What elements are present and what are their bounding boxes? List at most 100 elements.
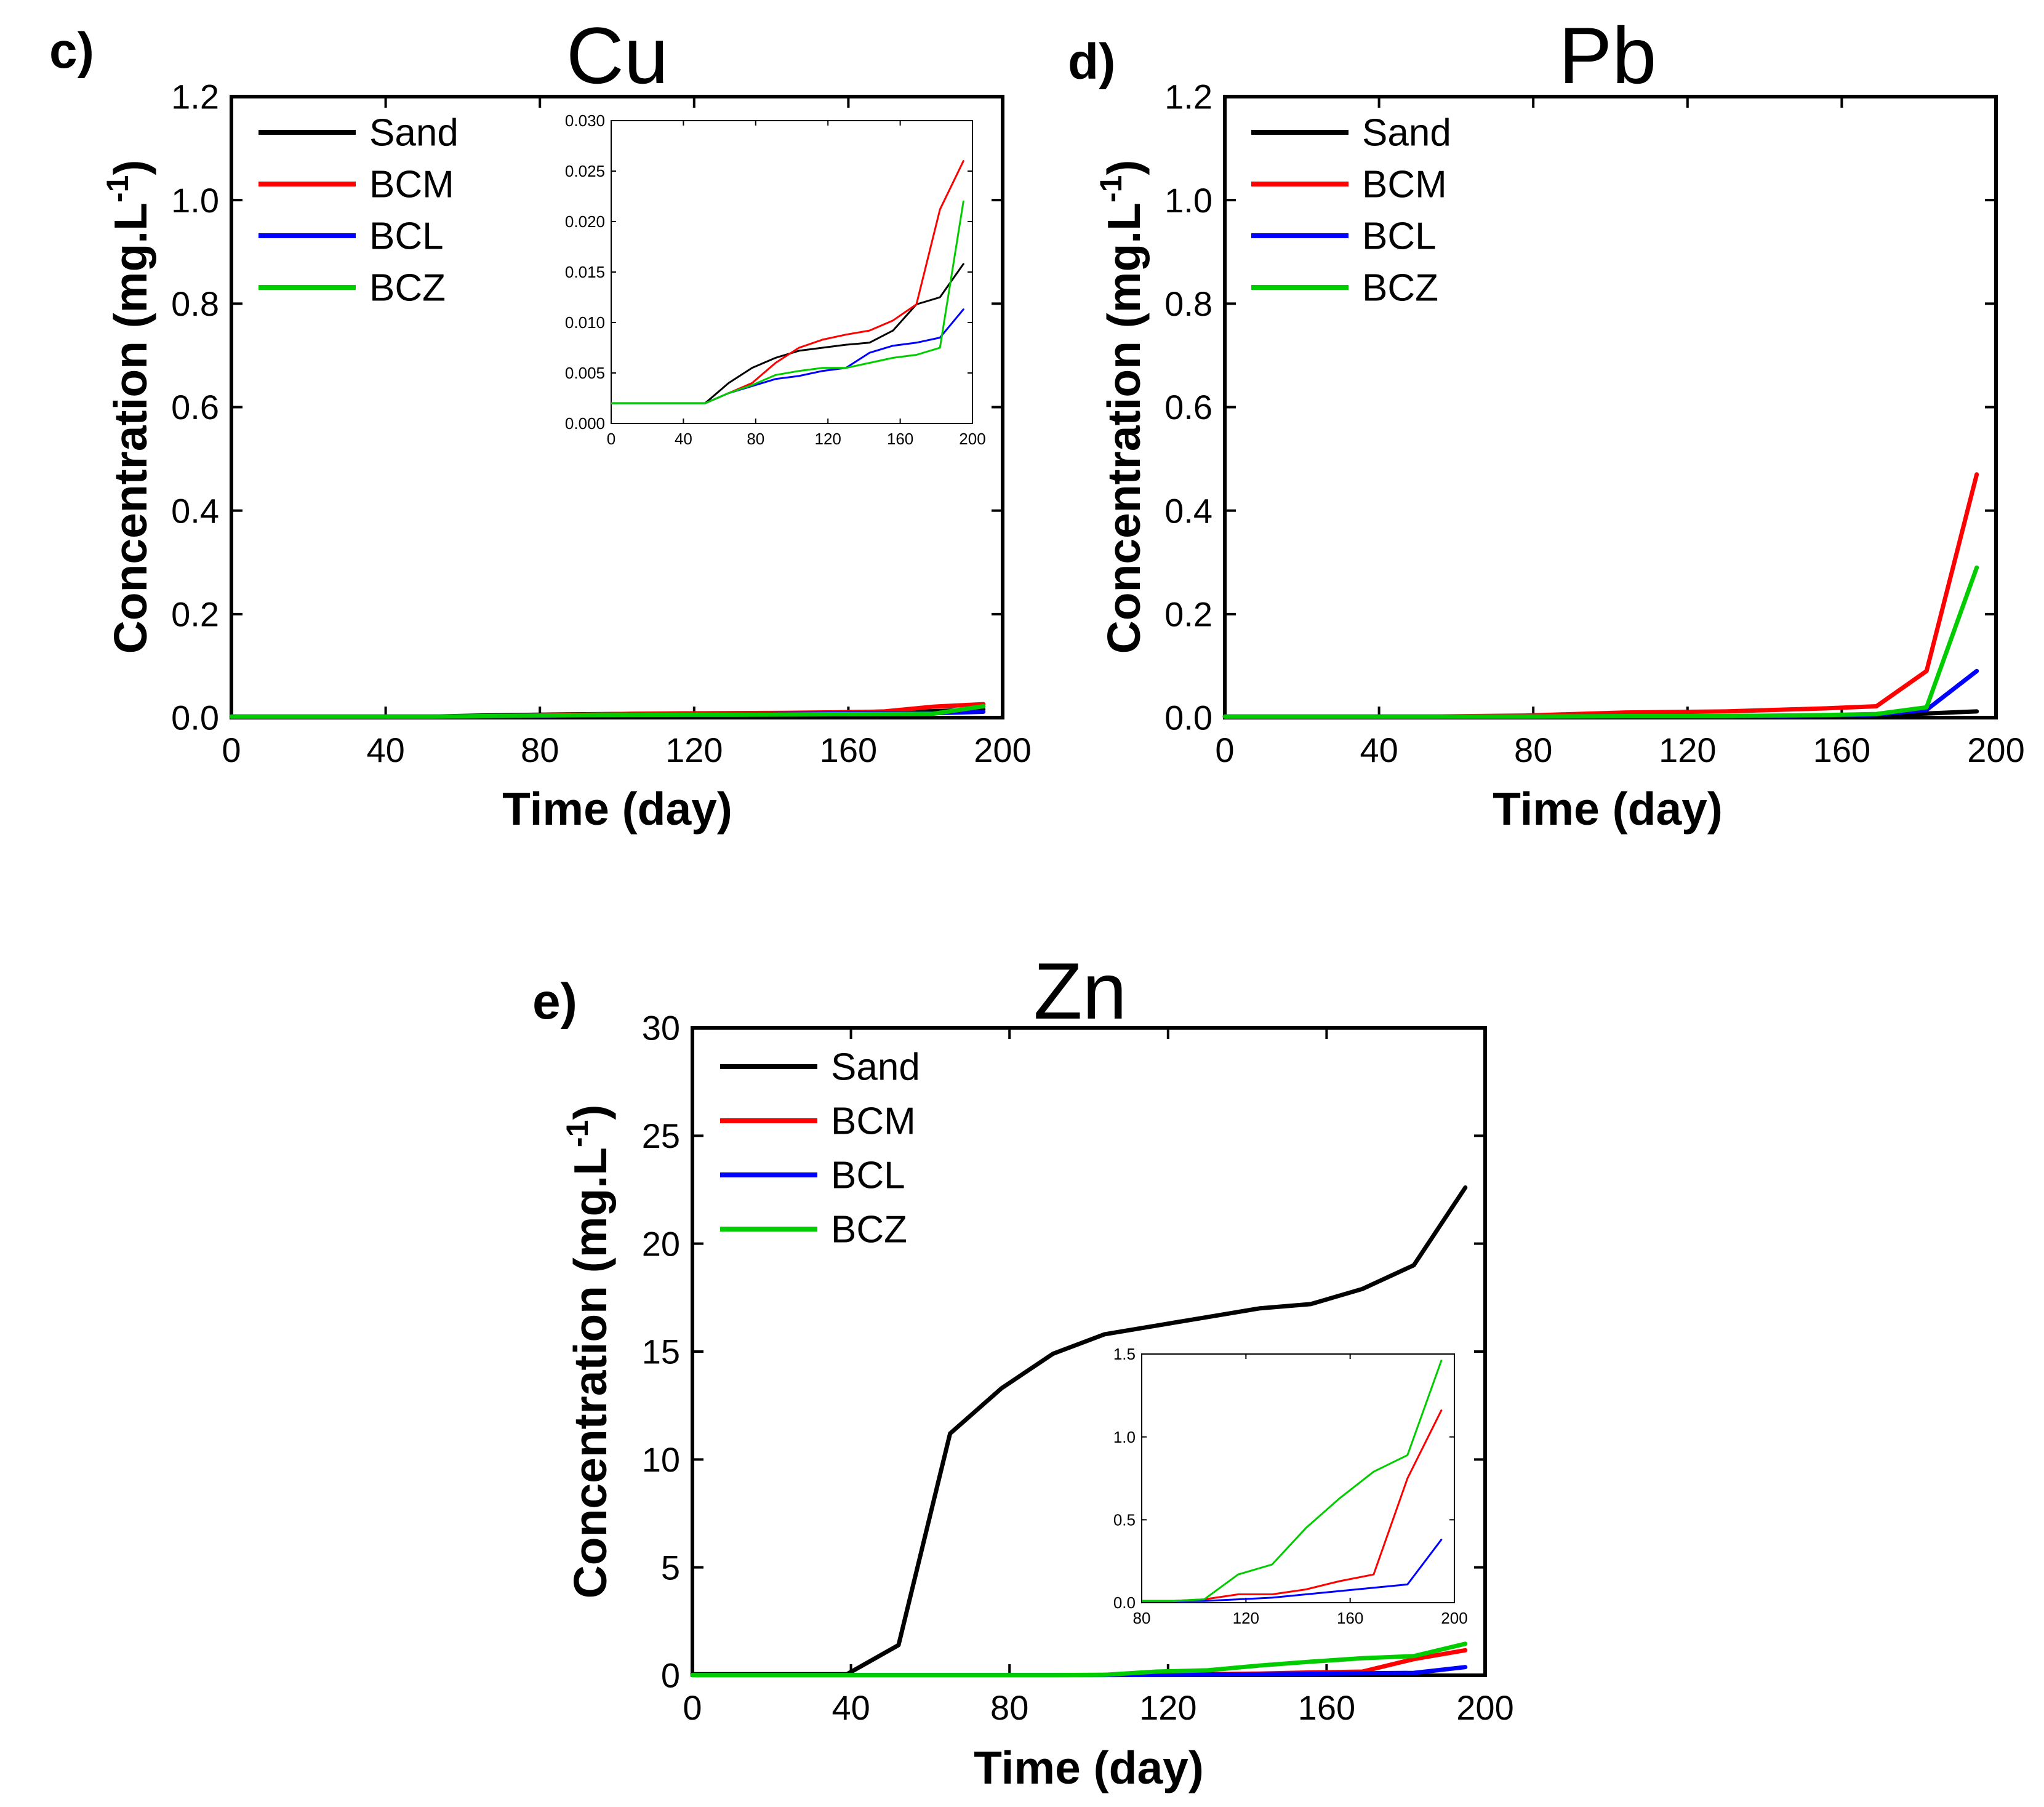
series-line-bcz [611, 200, 964, 404]
inset-y-tick-label: 0.5 [1113, 1510, 1136, 1529]
inset-cu: 0.000 0.005 0.010 0.015 0.020 0.025 0.030 0 40 8… [565, 111, 986, 448]
y-tick-label: 20 [642, 1224, 680, 1263]
inset-zn: 0.0 0.5 1.0 1.5 80 120 160 200 [1113, 1345, 1468, 1627]
y-ticks-cu: 0.0 0.2 0.4 0.6 0.8 1.0 1.2 [171, 78, 1003, 737]
series-line-bcz [690, 1641, 1468, 1678]
inset-x-tick-label: 160 [1337, 1609, 1363, 1627]
y-axis-label-close-cu: ) [105, 160, 156, 175]
y-tick-label: 10 [642, 1440, 680, 1479]
y-axis-label-cu: Concentration (mg.L-1) [100, 160, 156, 654]
y-ticks-zn: 0 5 10 15 20 25 30 [642, 1009, 1485, 1695]
series-line-bcz [1222, 565, 1979, 719]
inset-x-tick-label: 200 [1441, 1609, 1467, 1627]
y-axis-label-main-cu: Concentration (mg.L [105, 202, 156, 654]
legend-label-sand: Sand [369, 112, 459, 154]
x-tick-label: 160 [820, 731, 877, 769]
panel-zn: e) Zn 0 5 10 15 20 25 30 0 40 80 120 160 200 Time (… [532, 946, 1514, 1793]
legend-label-bcl: BCL [831, 1155, 905, 1197]
chart-title-cu: Cu [566, 10, 668, 100]
x-tick-label: 40 [832, 1688, 870, 1727]
inset-y-tick-label: 0.030 [565, 111, 605, 130]
y-tick-label: 0.4 [1164, 491, 1212, 530]
y-axis-label-main-pb: Concentration (mg.L [1098, 202, 1150, 654]
y-tick-label: 0.2 [171, 595, 219, 633]
panel-pb: d) Pb 0.0 0.2 0.4 0.6 0.8 1.0 1.2 0 40 80 120 160 2… [1068, 10, 2025, 835]
x-tick-label: 0 [683, 1688, 702, 1727]
y-axis-label-zn: Concentration (mg.L-1) [560, 1105, 616, 1599]
y-tick-label: 1.0 [171, 181, 219, 220]
x-tick-label: 120 [1659, 731, 1716, 769]
legend-label-bcl: BCL [369, 215, 444, 258]
legend-label-sand: Sand [831, 1046, 920, 1089]
y-axis-label-close-pb: ) [1098, 160, 1150, 175]
inset-y-tick-label: 0.025 [565, 162, 605, 180]
inset-y-tick-label: 0.005 [565, 364, 605, 382]
legend-cu: Sand BCM BCL BCZ [259, 112, 459, 310]
inset-frame-cu [611, 120, 973, 424]
inset-y-tick-label: 1.5 [1113, 1345, 1136, 1363]
series-line-bcm [1222, 472, 1979, 719]
inset-y-tick-label: 0.010 [565, 313, 605, 332]
legend-label-bcm: BCM [831, 1100, 916, 1143]
y-tick-label: 0.6 [1164, 388, 1212, 427]
y-tick-label: 0.0 [1164, 699, 1212, 737]
inset-x-ticks-cu: 0 40 80 120 160 200 [607, 121, 986, 448]
x-tick-label: 200 [1456, 1688, 1513, 1727]
legend-pb: Sand BCM BCL BCZ [1251, 112, 1451, 310]
x-tick-label: 120 [1139, 1688, 1196, 1727]
inset-x-ticks-zn: 80 120 160 200 [1133, 1354, 1468, 1627]
x-axis-label-zn: Time (day) [974, 1742, 1204, 1793]
y-axis-label-pb: Concentration (mg.L-1) [1094, 160, 1150, 654]
series-pb [1222, 472, 1979, 719]
y-tick-label: 5 [661, 1548, 680, 1587]
y-tick-label: 1.2 [1164, 78, 1212, 116]
y-ticks-pb: 0.0 0.2 0.4 0.6 0.8 1.0 1.2 [1164, 78, 1996, 737]
panel-label-pb: d) [1068, 34, 1115, 90]
x-tick-label: 0 [222, 731, 241, 769]
y-tick-label: 0.0 [171, 699, 219, 737]
legend-label-sand: Sand [1362, 112, 1451, 154]
x-tick-label: 40 [1360, 731, 1398, 769]
series-zn [690, 1185, 1468, 1678]
y-tick-label: 1.2 [171, 78, 219, 116]
x-tick-label: 0 [1215, 731, 1234, 769]
inset-frame-zn [1141, 1353, 1455, 1603]
legend-label-bcz: BCZ [369, 267, 446, 310]
x-tick-label: 200 [974, 731, 1031, 769]
y-tick-label: 0.8 [171, 284, 219, 323]
panel-label-cu: c) [49, 23, 94, 79]
x-tick-label: 80 [1514, 731, 1552, 769]
y-tick-label: 0 [661, 1656, 680, 1695]
x-ticks-pb: 0 40 80 120 160 200 [1215, 97, 2025, 769]
series-line-bcz [1142, 1360, 1443, 1602]
panel-cu: c) Cu 0.0 0.2 0.4 0.6 0.8 1.0 1.2 0 40 80 120 160 2… [49, 10, 1032, 835]
inset-x-tick-label: 200 [959, 430, 985, 448]
y-axis-label-sup-pb: -1 [1094, 175, 1128, 202]
y-tick-label: 0.6 [171, 388, 219, 427]
y-tick-label: 0.4 [171, 491, 219, 530]
y-tick-label: 30 [642, 1009, 680, 1048]
y-axis-label-sup-zn: -1 [560, 1120, 595, 1147]
series-line-bcz [229, 704, 986, 719]
inset-series-zn [1142, 1360, 1443, 1602]
inset-x-tick-label: 80 [747, 430, 764, 448]
x-tick-label: 200 [1967, 731, 2024, 769]
x-axis-label-pb: Time (day) [1493, 783, 1723, 835]
series-cu [229, 702, 986, 719]
legend-label-bcm: BCM [1362, 164, 1447, 206]
y-tick-label: 0.8 [1164, 284, 1212, 323]
inset-x-tick-label: 120 [1233, 1609, 1259, 1627]
inset-y-tick-label: 0.015 [565, 263, 605, 281]
plot-frame-pb [1223, 95, 1998, 719]
chart-title-pb: Pb [1558, 10, 1656, 100]
inset-x-tick-label: 40 [675, 430, 692, 448]
x-tick-label: 40 [366, 731, 404, 769]
legend-label-bcz: BCZ [1362, 267, 1438, 310]
series-line-bcl [1222, 668, 1979, 719]
inset-x-tick-label: 80 [1133, 1609, 1151, 1627]
y-tick-label: 1.0 [1164, 181, 1212, 220]
inset-y-tick-label: 0.0 [1113, 1593, 1136, 1612]
inset-series-cu [611, 160, 964, 404]
inset-y-ticks-cu: 0.000 0.005 0.010 0.015 0.020 0.025 0.030 [565, 111, 972, 433]
